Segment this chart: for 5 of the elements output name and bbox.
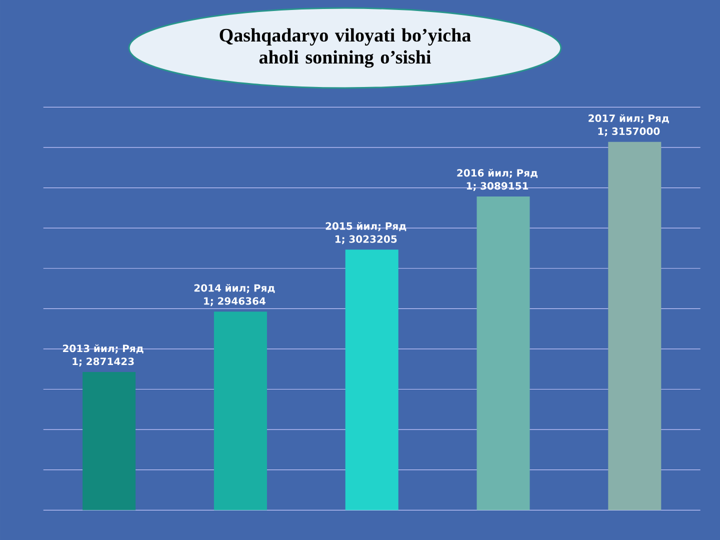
data-label: 2013 йил; Ряд 1; 2871423	[63, 344, 144, 366]
chart-title: Qashqadaryo viloyati bo’yicha aholi sonining o’sishi	[220, 28, 471, 68]
data-label: 2017 йил; Ряд 1; 3157000	[588, 114, 669, 136]
data-label: 2014 йил; Ряд 1; 2946364	[194, 284, 275, 306]
data-label: 2015 йил; Ряд 1; 3023205	[326, 222, 406, 244]
